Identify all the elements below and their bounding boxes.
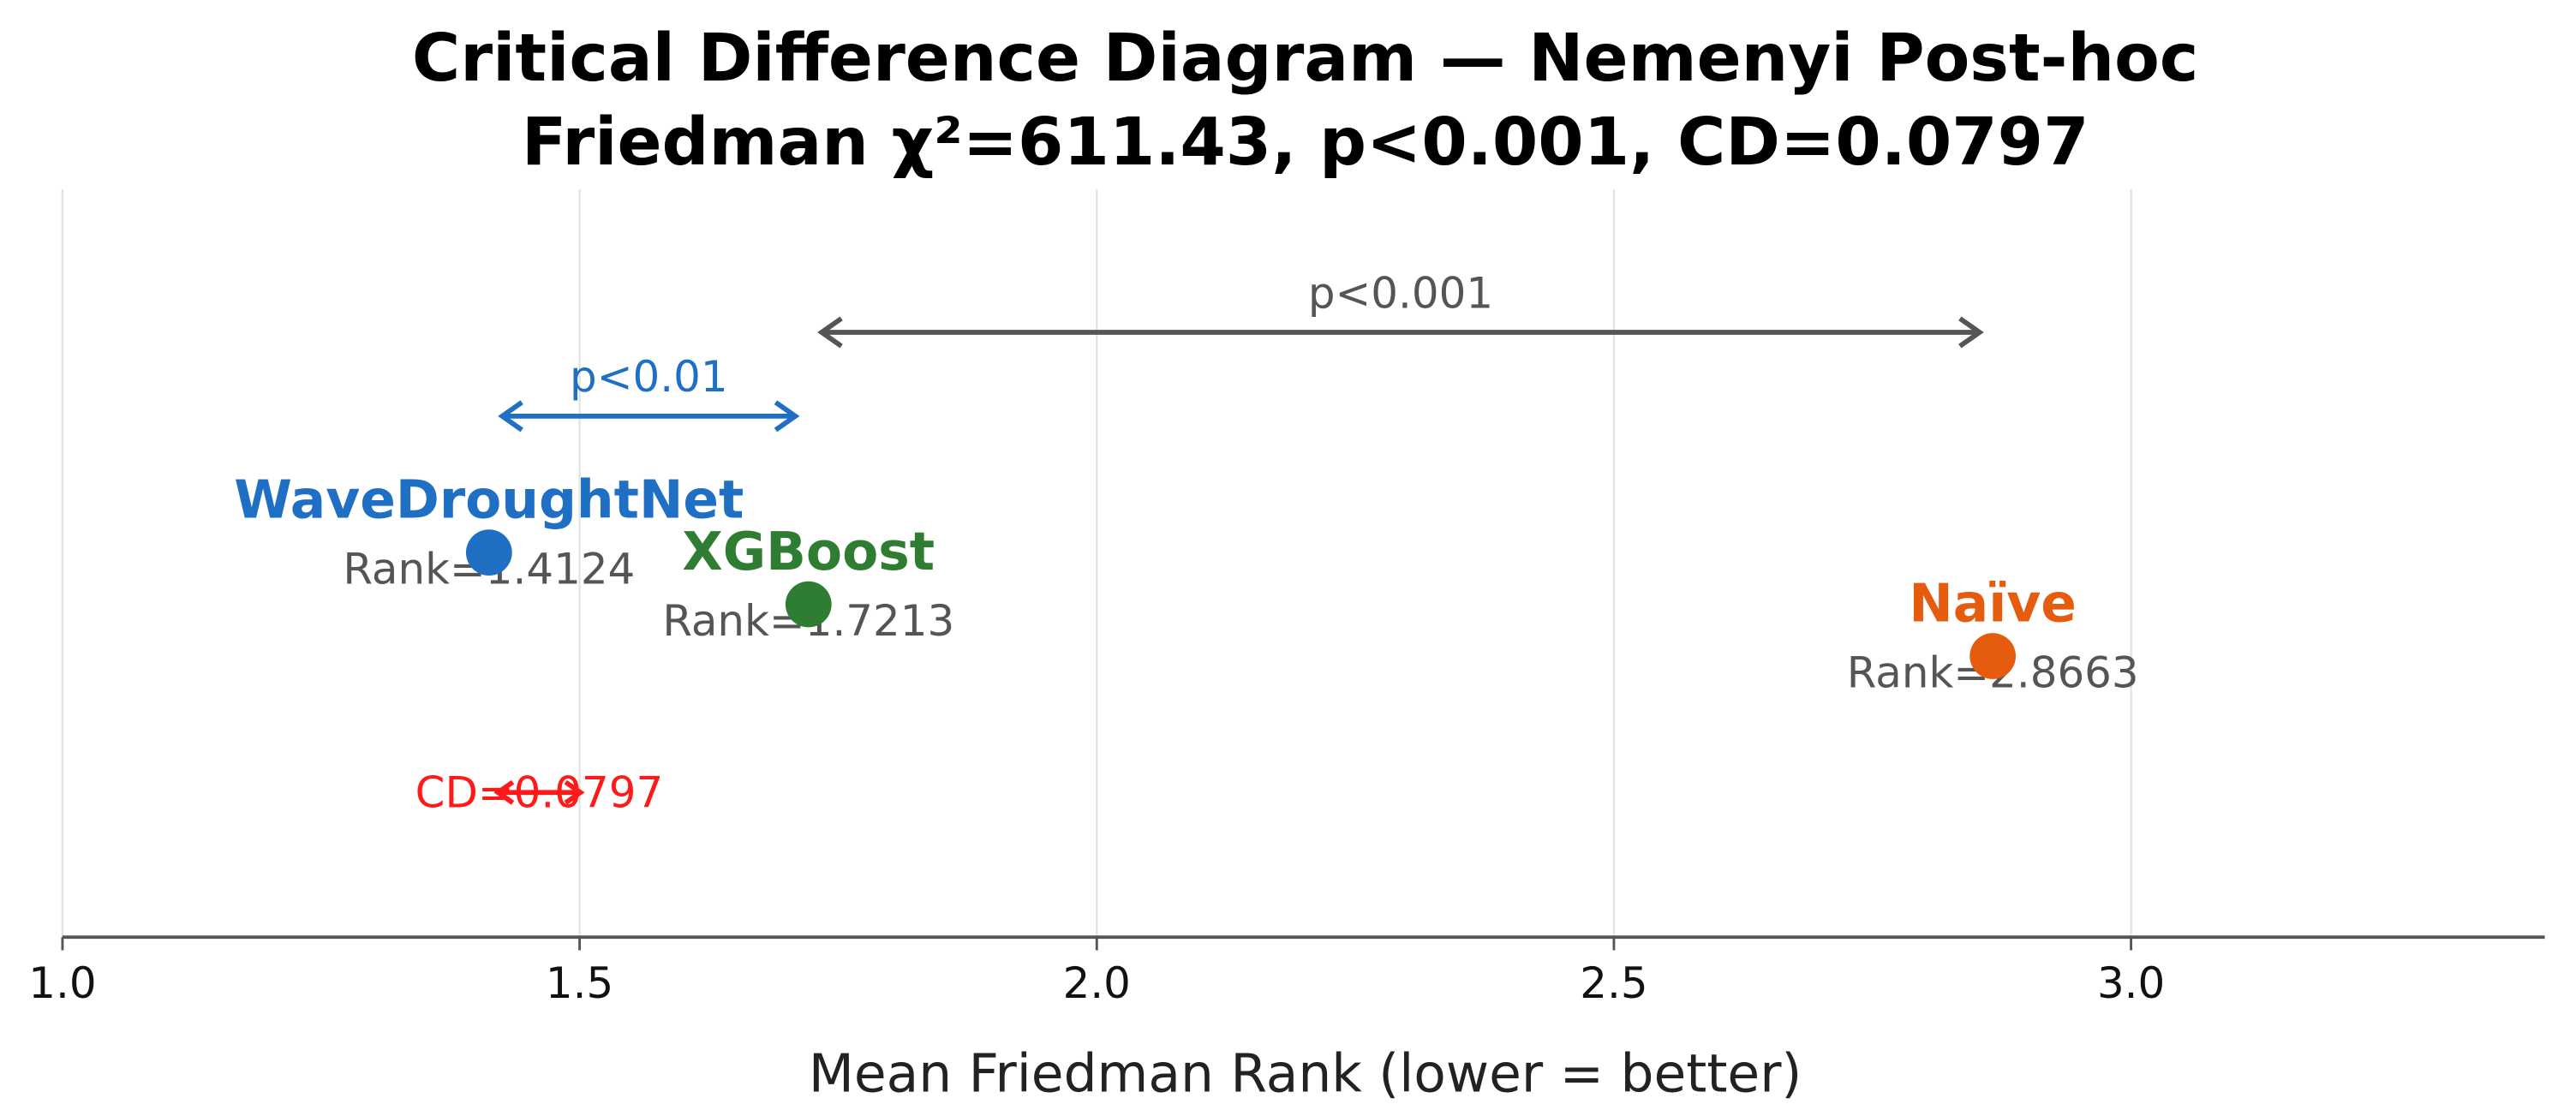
model-point [1969,633,2017,679]
x-tick-label: 3.0 [2097,958,2165,1008]
model-name: XGBoost [682,522,935,582]
comparison-label: p<0.01 [570,352,728,402]
x-tick-label: 1.5 [546,958,613,1008]
cd-arrow-head [564,779,585,805]
model-name: WaveDroughtNet [234,470,744,531]
comparison-arrow-head [1958,316,1984,349]
comparison-label: p<0.001 [1308,268,1493,318]
model-point [465,529,512,576]
comparison-arrow-head [774,400,800,433]
x-axis-label: Mean Friedman Rank (lower = better) [809,1043,1802,1104]
x-tick-label: 1.0 [28,958,96,1008]
chart-title: Critical Difference Diagram — Nemenyi Po… [412,21,2198,97]
x-tick-label: 2.0 [1063,958,1131,1008]
model-point [785,581,832,628]
comparison-arrow-head [498,400,523,433]
x-tick-label: 2.5 [1580,958,1647,1008]
comparison-arrow-head [817,316,843,349]
cd-arrow-head [493,779,515,805]
chart-subtitle: Friedman χ²=611.43, p<0.001, CD=0.0797 [522,104,2089,181]
model-name: Naïve [1909,574,2077,635]
